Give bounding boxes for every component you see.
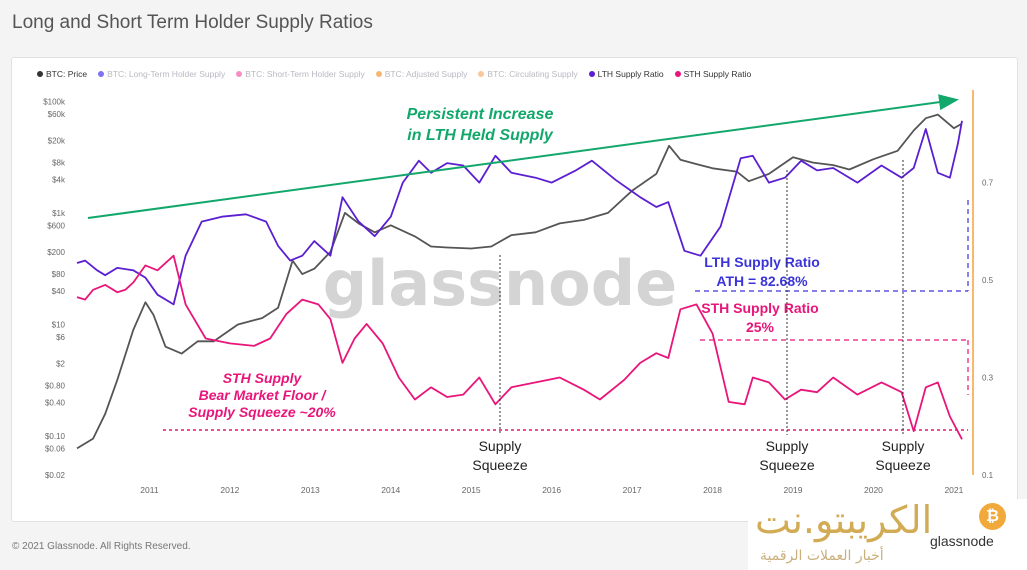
annotation-trend: Persistent Increase in LTH Held Supply <box>407 106 554 144</box>
annotation-lth-ath-line: LTH Supply Ratio <box>704 254 820 270</box>
x-tick-label: 2019 <box>784 485 803 495</box>
y-right-tick-label: 0.1 <box>982 471 994 480</box>
y-left-tick-label: $80 <box>52 270 66 279</box>
annotation-sth-now-line: STH Supply Ratio <box>701 300 818 316</box>
plot-area <box>73 90 970 475</box>
glassnode-brand-text: glassnode <box>930 533 994 549</box>
annotation-sth-floor-line: STH Supply <box>223 370 303 386</box>
x-tick-label: 2018 <box>703 485 722 495</box>
x-tick-label: 2017 <box>623 485 642 495</box>
y-left-tick-label: $0.10 <box>45 432 66 441</box>
annotation-supply-squeeze-line: Supply <box>766 438 809 454</box>
y-left-tick-label: $6 <box>56 333 65 342</box>
y-left-tick-label: $8k <box>52 159 66 168</box>
y-right-tick-label: 0.5 <box>982 276 994 285</box>
legend-label: LTH Supply Ratio <box>597 69 664 79</box>
publisher-logo-subtitle: أخبار العملات الرقمية <box>760 548 884 564</box>
annotation-sth-floor-line: Supply Squeeze ~20% <box>188 404 336 420</box>
y-left-tick-label: $2 <box>56 359 65 368</box>
legend-item-sth-ratio[interactable]: STH Supply Ratio <box>674 67 752 81</box>
annotation-supply-squeeze: Supply Squeeze <box>759 438 814 473</box>
legend-dot-icon <box>37 71 43 77</box>
y-right-tick-label: 0.7 <box>982 179 994 188</box>
annotation-supply-squeeze-line: Supply <box>479 438 522 454</box>
x-tick-label: 2012 <box>220 485 239 495</box>
annotation-sth-now: STH Supply Ratio 25% <box>701 300 818 335</box>
bitcoin-coin-icon: ₿ <box>979 503 1006 530</box>
x-tick-label: 2011 <box>140 485 159 495</box>
legend-dot-icon <box>674 71 681 77</box>
trend-arrow <box>87 94 959 219</box>
annotation-supply-squeeze: Supply Squeeze <box>875 438 930 473</box>
y-left-tick-label: $20k <box>48 136 66 145</box>
annotation-lth-ath-line: ATH = 82.68% <box>716 273 808 289</box>
publisher-logo-text: الكريبتو.نت <box>755 498 933 542</box>
y-left-tick-label: $60k <box>48 110 66 119</box>
annotation-supply-squeeze-line: Squeeze <box>759 457 814 473</box>
legend-dot-icon <box>98 71 105 77</box>
series-sth-ratio-line <box>76 254 963 440</box>
y-left-tick-label: $0.06 <box>45 444 66 453</box>
annotation-trend-line: in LTH Held Supply <box>407 127 554 144</box>
x-tick-label: 2014 <box>381 485 400 495</box>
annotation-supply-squeeze-line: Squeeze <box>472 457 527 473</box>
annotation-supply-squeeze: Supply Squeeze <box>472 438 527 473</box>
legend-dot-icon <box>478 71 485 77</box>
x-tick-label: 2015 <box>462 485 481 495</box>
annotation-sth-now-line: 25% <box>746 319 775 335</box>
x-tick-label: 2016 <box>542 485 561 495</box>
page-title: Long and Short Term Holder Supply Ratios <box>12 12 373 33</box>
annotation-sth-floor: STH Supply Bear Market Floor / Supply Sque… <box>188 370 336 420</box>
annotation-trend-line: Persistent Increase <box>407 106 554 123</box>
y-left-tick-label: $10 <box>52 320 66 329</box>
legend-item-lth-supply[interactable]: BTC: Long-Term Holder Supply <box>98 67 225 81</box>
y-left-tick-label: $0.80 <box>45 382 66 391</box>
legend-label: STH Supply Ratio <box>683 69 752 79</box>
y-left-tick-label: $0.40 <box>45 398 66 407</box>
legend-dot-icon <box>375 71 382 77</box>
y-left-tick-label: $200 <box>47 248 65 257</box>
y-left-tick-label: $1k <box>52 209 66 218</box>
annotation-sth-floor-line: Bear Market Floor / <box>199 387 328 403</box>
legend-label: BTC: Circulating Supply <box>487 69 578 79</box>
y-left-tick-label: $4k <box>52 175 66 184</box>
annotation-supply-squeeze-line: Squeeze <box>875 457 930 473</box>
legend-dot-icon <box>588 71 595 77</box>
series-btc-price-line <box>76 113 963 450</box>
y-right-tick-label: 0.3 <box>982 374 994 383</box>
x-tick-label: 2021 <box>944 485 963 495</box>
annotation-lth-ath: LTH Supply Ratio ATH = 82.68% <box>704 254 820 289</box>
annotation-supply-squeeze-line: Supply <box>882 438 925 454</box>
chart-legend: BTC: Price BTC: Long-Term Holder Supply … <box>37 67 751 81</box>
legend-item-sth-supply[interactable]: BTC: Short-Term Holder Supply <box>236 67 365 81</box>
legend-item-circulating-supply[interactable]: BTC: Circulating Supply <box>478 67 578 81</box>
x-tick-label: 2020 <box>864 485 883 495</box>
y-left-tick-label: $40 <box>52 287 66 296</box>
legend-dot-icon <box>236 71 243 77</box>
legend-label: BTC: Short-Term Holder Supply <box>245 69 365 79</box>
x-tick-label: 2013 <box>301 485 320 495</box>
legend-label: BTC: Long-Term Holder Supply <box>107 69 226 79</box>
legend-label: BTC: Price <box>46 69 88 79</box>
y-left-tick-label: $100k <box>43 97 66 106</box>
y-left-tick-label: $0.02 <box>45 471 66 480</box>
legend-item-lth-ratio[interactable]: LTH Supply Ratio <box>588 67 664 81</box>
legend-item-adjusted-supply[interactable]: BTC: Adjusted Supply <box>375 67 468 81</box>
legend-item-btc-price[interactable]: BTC: Price <box>37 67 87 81</box>
series-lth-ratio-line <box>76 120 963 306</box>
chart-plot: glassnode$100k$60k$20k$8k$4k$1k$600$200$… <box>43 90 994 495</box>
legend-label: BTC: Adjusted Supply <box>384 69 468 79</box>
y-left-tick-label: $600 <box>47 221 65 230</box>
copyright-text: © 2021 Glassnode. All Rights Reserved. <box>12 541 191 552</box>
